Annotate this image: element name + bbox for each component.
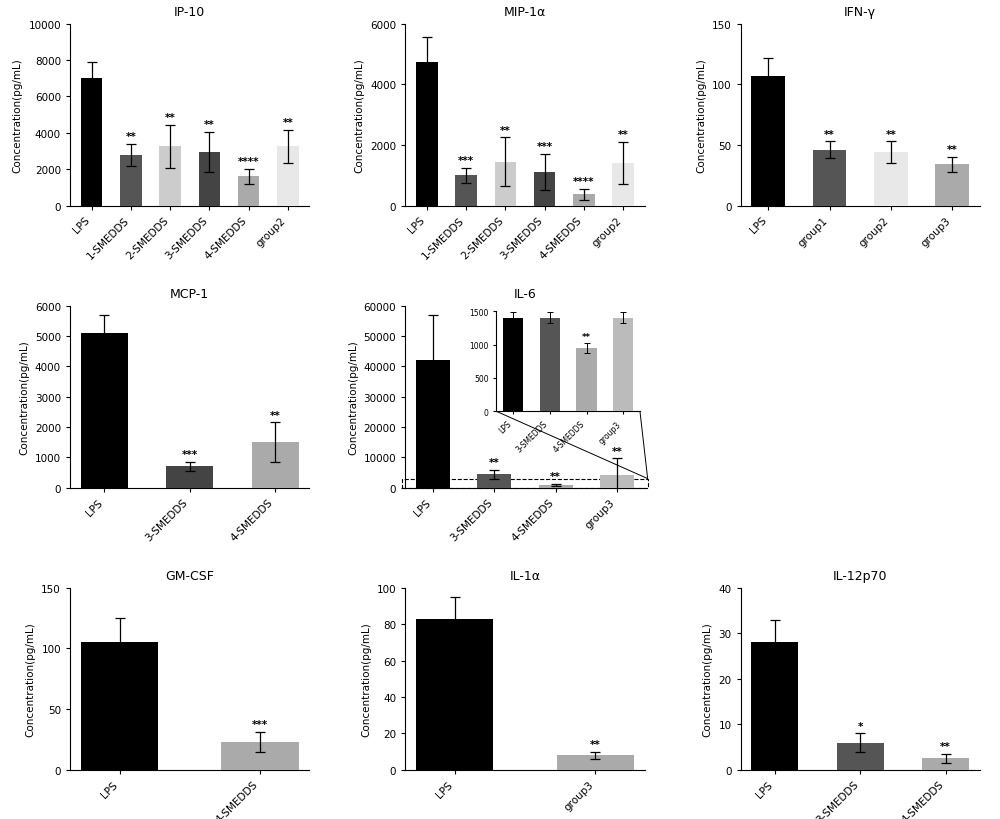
- Bar: [557, 755, 634, 770]
- Bar: [416, 62, 438, 206]
- Bar: [922, 758, 969, 770]
- Text: **: **: [612, 446, 622, 456]
- Bar: [238, 177, 259, 206]
- Text: ***: ***: [537, 143, 553, 152]
- Bar: [751, 643, 798, 770]
- Y-axis label: Concentration(pg/mL): Concentration(pg/mL): [26, 622, 36, 736]
- Bar: [612, 164, 634, 206]
- Text: **: **: [947, 145, 958, 155]
- Text: **: **: [940, 741, 951, 751]
- Text: ***: ***: [252, 720, 268, 730]
- Text: **: **: [489, 457, 500, 467]
- Bar: [81, 79, 102, 206]
- Text: **: **: [500, 125, 511, 135]
- Bar: [416, 619, 493, 770]
- Bar: [277, 147, 299, 206]
- Bar: [402, 479, 648, 488]
- Text: **: **: [165, 113, 175, 123]
- Title: IL-1α: IL-1α: [509, 570, 540, 583]
- Bar: [221, 742, 299, 770]
- Title: IL-6: IL-6: [514, 288, 536, 301]
- Text: **: **: [590, 739, 601, 749]
- Text: **: **: [618, 130, 628, 140]
- Title: GM-CSF: GM-CSF: [165, 570, 214, 583]
- Bar: [199, 152, 220, 206]
- Bar: [573, 195, 595, 206]
- Text: *: *: [858, 721, 863, 731]
- Bar: [600, 475, 634, 488]
- Text: **: **: [282, 118, 293, 129]
- Y-axis label: Concentration(pg/mL): Concentration(pg/mL): [13, 58, 23, 173]
- Text: ***: ***: [182, 450, 198, 459]
- Y-axis label: Concentration(pg/mL): Concentration(pg/mL): [703, 622, 713, 736]
- Title: IP-10: IP-10: [174, 7, 205, 19]
- Bar: [935, 165, 969, 206]
- Bar: [874, 153, 908, 206]
- Bar: [534, 173, 555, 206]
- Text: **: **: [550, 472, 561, 482]
- Bar: [539, 486, 573, 488]
- Text: **: **: [824, 129, 835, 139]
- Bar: [81, 643, 158, 770]
- Bar: [166, 467, 213, 488]
- Y-axis label: Concentration(pg/mL): Concentration(pg/mL): [361, 622, 371, 736]
- Bar: [495, 162, 516, 206]
- Bar: [455, 176, 477, 206]
- Bar: [159, 147, 181, 206]
- Y-axis label: Concentration(pg/mL): Concentration(pg/mL): [348, 340, 358, 455]
- Bar: [837, 743, 884, 770]
- Text: **: **: [126, 132, 136, 142]
- Text: **: **: [204, 120, 215, 130]
- Title: IFN-γ: IFN-γ: [844, 7, 876, 19]
- Text: ****: ****: [573, 177, 595, 187]
- Text: ****: ****: [238, 157, 259, 167]
- Title: MIP-1α: MIP-1α: [504, 7, 546, 19]
- Text: ***: ***: [458, 156, 474, 165]
- Bar: [81, 333, 128, 488]
- Y-axis label: Concentration(pg/mL): Concentration(pg/mL): [696, 58, 706, 173]
- Title: MCP-1: MCP-1: [170, 288, 209, 301]
- Text: **: **: [270, 410, 280, 420]
- Bar: [416, 361, 450, 488]
- Text: **: **: [886, 129, 896, 139]
- Y-axis label: Concentration(pg/mL): Concentration(pg/mL): [19, 340, 29, 455]
- Bar: [120, 156, 142, 206]
- Bar: [252, 442, 299, 488]
- Bar: [751, 77, 785, 206]
- Bar: [813, 151, 846, 206]
- Bar: [477, 474, 511, 488]
- Y-axis label: Concentration(pg/mL): Concentration(pg/mL): [355, 58, 365, 173]
- Title: IL-12p70: IL-12p70: [833, 570, 888, 583]
